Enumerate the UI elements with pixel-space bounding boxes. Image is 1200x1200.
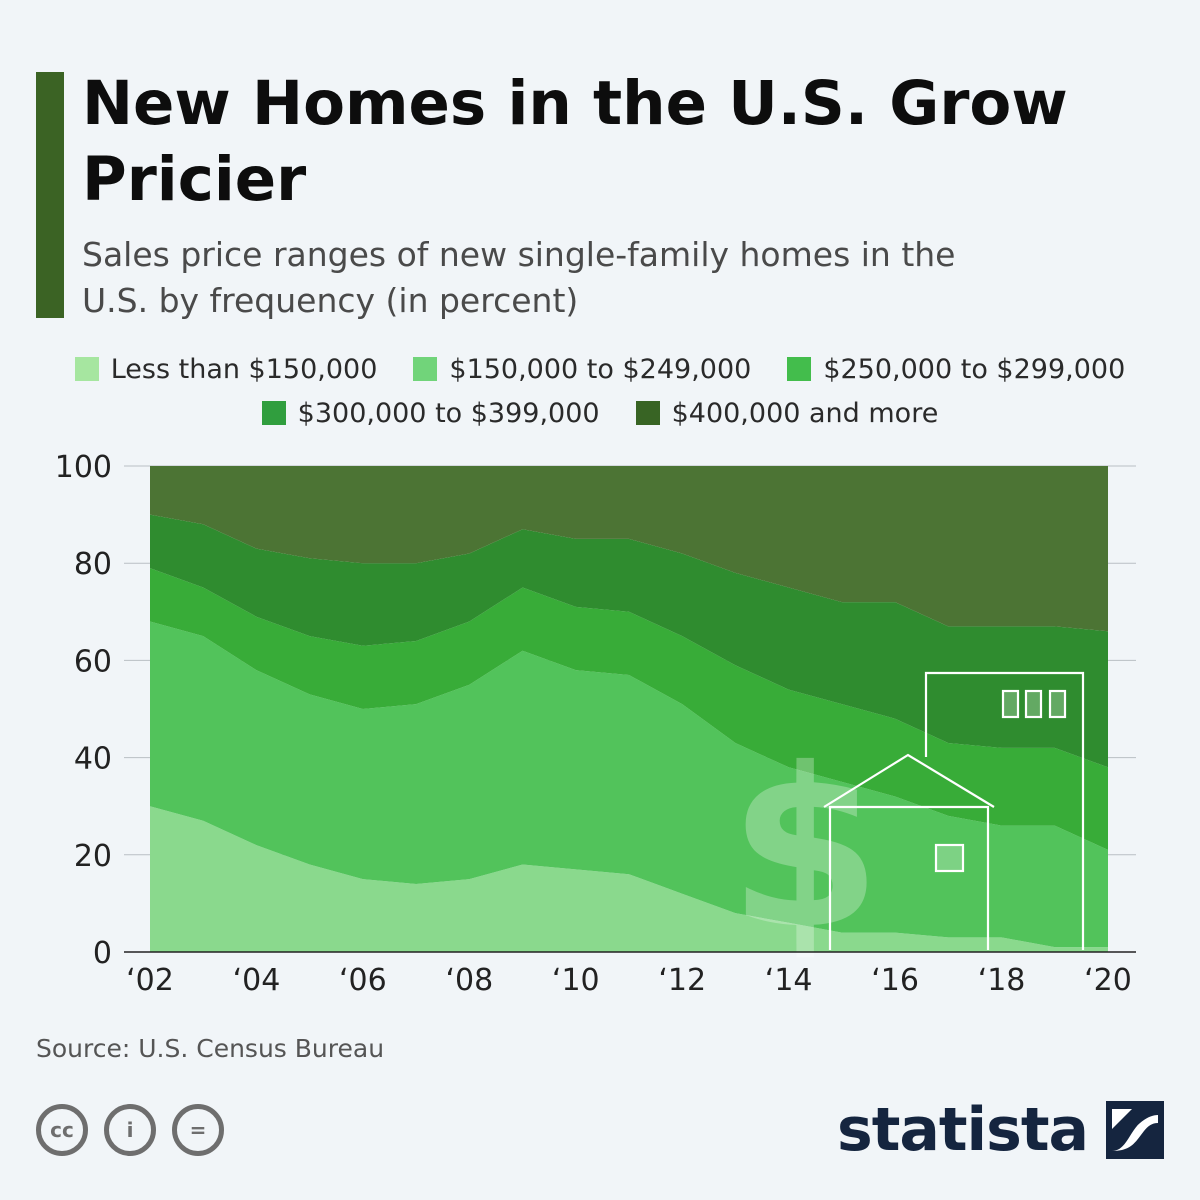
y-tick-label: 20 [74,839,112,874]
legend-swatch [413,357,438,381]
legend-item-300k-399k: $300,000 to $399,000 [261,397,600,429]
logo-wordmark: statista [836,1095,1089,1165]
y-tick-label: 60 [74,644,112,679]
legend-item-250k-299k: $250,000 to $299,000 [787,354,1125,385]
x-tick-label: ‘12 [658,963,706,998]
x-tick-label: ‘10 [552,963,600,998]
x-tick-label: ‘14 [765,963,813,998]
legend-swatch [261,401,286,425]
statista-logo[interactable]: statista [837,1100,1164,1160]
x-tick-label: ‘04 [233,963,281,998]
legend-label: $150,000 to $249,000 [449,353,752,385]
legend-label: Less than $150,000 [110,353,378,385]
chart-title: New Homes in the U.S. Grow Pricier [82,68,1068,215]
legend-swatch [635,401,660,425]
house-outline-icon [823,671,1085,950]
house-illustration: $ [728,671,1085,977]
legend-item-400k-plus: $400,000 and more [635,397,939,429]
legend-item-150k-249k: $150,000 to $249,000 [413,354,751,385]
y-tick-label: 0 [93,936,112,971]
x-axis-ticks: ‘02 ‘04 ‘06 ‘08 ‘10 ‘12 ‘14 ‘16 ‘18 ‘20 [126,963,1132,998]
legend-row-1: Less than $150,000 $150,000 to $249,000 … [0,348,1200,390]
area-series-5 [150,466,1108,632]
no-derivatives-icon[interactable]: = [172,1104,224,1156]
license-icons: cc i = [36,1104,224,1156]
attribution-icon[interactable]: i [104,1104,156,1156]
source-note: Source: U.S. Census Bureau [36,1034,385,1063]
area-series [150,466,1108,952]
area-series-4 [150,514,1108,768]
y-tick-label: 40 [74,742,112,777]
area-series-2 [150,621,1108,948]
title-accent-bar [36,72,64,318]
cc-icon[interactable]: cc [36,1104,88,1156]
dollar-sign-icon: $ [728,721,881,977]
chart-subtitle: Sales price ranges of new single-family … [82,235,956,320]
area-series-1 [150,806,1108,952]
legend-swatch [787,357,812,381]
legend-row-2: $300,000 to $399,000 $400,000 and more [0,392,1200,434]
legend-item-under-150k: Less than $150,000 [74,353,378,385]
legend-label: $250,000 to $299,000 [823,353,1126,385]
x-tick-label: ‘18 [978,963,1026,998]
legend-swatch [74,357,99,381]
x-tick-label: ‘16 [871,963,919,998]
legend: Less than $150,000 $150,000 to $249,000 … [0,348,1200,436]
x-tick-label: ‘08 [445,963,493,998]
y-tick-label: 80 [74,547,112,582]
x-tick-label: ‘20 [1084,963,1132,998]
x-tick-label: ‘06 [339,963,387,998]
legend-label: $400,000 and more [671,397,939,429]
x-tick-label: ‘02 [126,963,174,998]
y-axis-ticks: 0 20 40 60 80 100 [55,450,112,971]
y-tick-label: 100 [55,450,112,485]
legend-label: $300,000 to $399,000 [297,397,600,429]
statista-mark-icon [1106,1101,1164,1159]
